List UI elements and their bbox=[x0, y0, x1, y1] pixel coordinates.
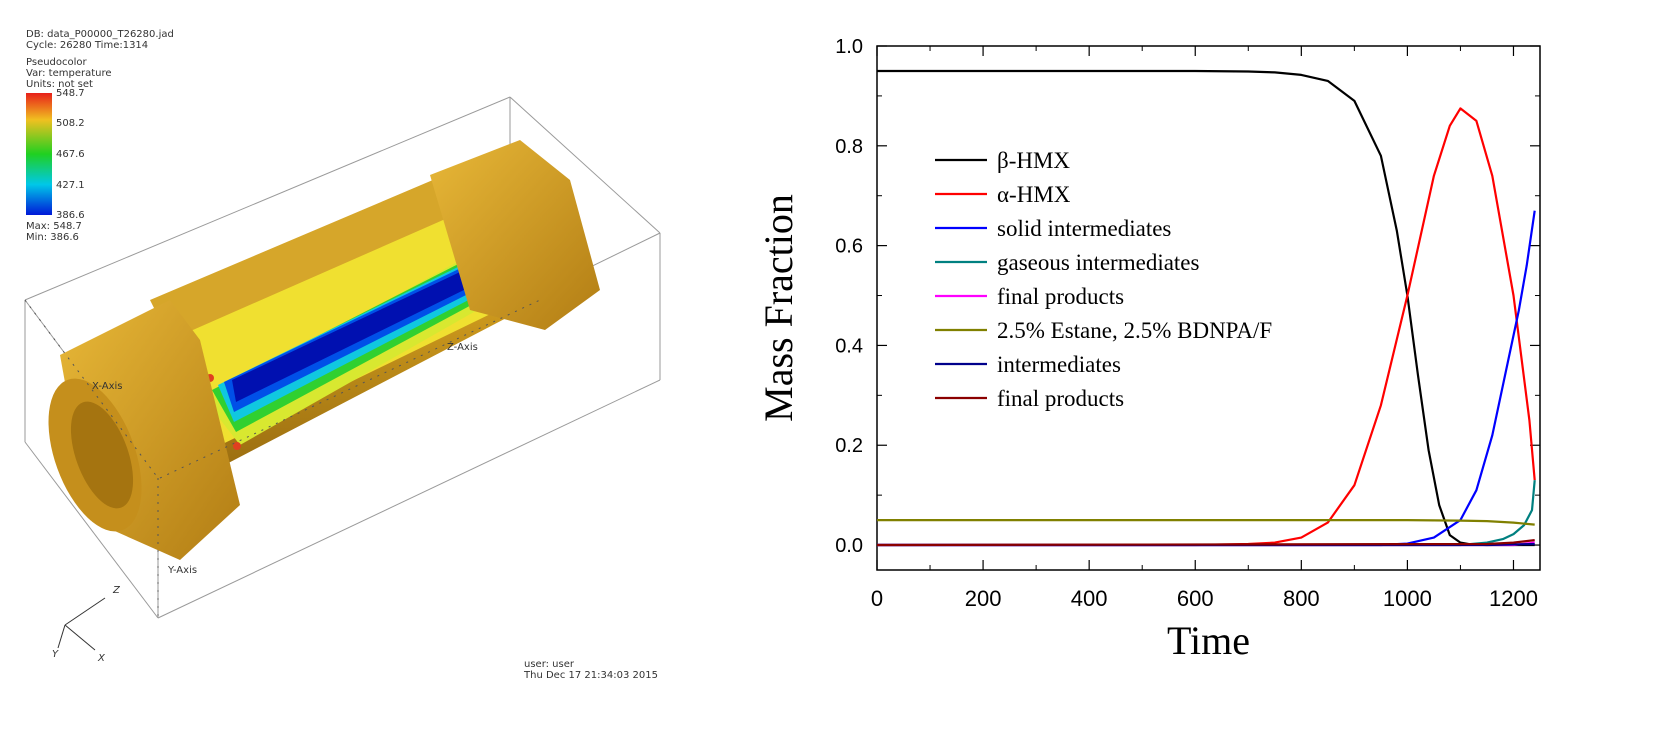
legend-tick-1: 508.2 bbox=[56, 118, 85, 129]
y-tick-label: 0.0 bbox=[835, 535, 863, 557]
visit-render-panel: DB: data_P00000_T26280.jad Cycle: 26280 … bbox=[0, 0, 720, 732]
z-axis-ticks bbox=[159, 299, 541, 479]
y-axis-label: Y-Axis bbox=[168, 565, 198, 576]
mass-fraction-chart-panel: 0 200 400 600 800 1000 1200 0.0 0.2 0.4 0.6 0.8 1.0 T… bbox=[740, 0, 1658, 732]
legend-label-4: final products bbox=[997, 284, 1124, 309]
variable-label: Var: temperature bbox=[26, 68, 112, 79]
legend-label-2: solid intermediates bbox=[997, 216, 1171, 241]
colorbar bbox=[26, 93, 52, 215]
x-axis-ticks bbox=[24, 299, 159, 479]
triad-y-label: Y bbox=[52, 649, 59, 660]
legend-tick-2: 467.6 bbox=[56, 149, 85, 160]
legend-label-5: 2.5% Estane, 2.5% BDNPA/F bbox=[997, 318, 1272, 343]
plot-frame bbox=[876, 45, 1541, 571]
y-tick-label: 0.8 bbox=[835, 136, 863, 158]
3d-render-view[interactable] bbox=[0, 0, 720, 732]
y-axis-title: Mass Fraction bbox=[756, 194, 801, 422]
legend-label-7: final products bbox=[997, 386, 1124, 411]
series-line-2 bbox=[877, 210, 1536, 547]
legend-tick-0: 548.7 bbox=[56, 88, 85, 99]
x-tick-label: 800 bbox=[1283, 586, 1320, 611]
user-label: user: user bbox=[524, 659, 574, 670]
series-line-0 bbox=[877, 69, 1535, 547]
plot-type-label: Pseudocolor bbox=[26, 57, 87, 68]
y-tick-label: 0.2 bbox=[835, 435, 863, 457]
legend-label-6: intermediates bbox=[997, 352, 1121, 377]
series-line-1 bbox=[877, 107, 1536, 547]
db-label: DB: data_P00000_T26280.jad bbox=[26, 29, 174, 40]
x-tick-label: 600 bbox=[1177, 586, 1214, 611]
cylinder-body bbox=[48, 140, 600, 560]
legend-tick-3: 427.1 bbox=[56, 180, 85, 191]
series-line-7 bbox=[876, 539, 1535, 547]
z-axis-label: Z-Axis bbox=[447, 342, 478, 353]
x-tick-label: 400 bbox=[1071, 586, 1108, 611]
x-tick-label: 1200 bbox=[1489, 586, 1538, 611]
y-tick-label: 0.4 bbox=[835, 335, 863, 357]
series-line-5 bbox=[877, 518, 1535, 526]
max-label: Max: 548.7 bbox=[26, 221, 82, 232]
x-tick-label: 1000 bbox=[1383, 586, 1432, 611]
min-label: Min: 386.6 bbox=[26, 232, 79, 243]
axis-triad bbox=[57, 597, 106, 651]
triad-z-label: Z bbox=[113, 585, 120, 596]
legend-label-3: gaseous intermediates bbox=[997, 250, 1200, 275]
y-tick-label: 0.6 bbox=[835, 236, 863, 258]
legend-label-0: β-HMX bbox=[997, 148, 1070, 173]
y-tick-label: 1.0 bbox=[835, 36, 863, 58]
mass-fraction-chart: 0 200 400 600 800 1000 1200 0.0 0.2 0.4 0.6 0.8 1.0 T… bbox=[756, 36, 1541, 663]
legend-tick-4: 386.6 bbox=[56, 210, 85, 221]
timestamp-label: Thu Dec 17 21:34:03 2015 bbox=[524, 670, 658, 681]
legend-label-1: α-HMX bbox=[997, 182, 1071, 207]
x-tick-label: 0 bbox=[871, 586, 883, 611]
x-axis-label: X-Axis bbox=[92, 381, 123, 392]
units-label: Units: not set bbox=[26, 79, 93, 90]
x-axis-title: Time bbox=[1167, 618, 1250, 663]
cycle-label: Cycle: 26280 Time:1314 bbox=[26, 40, 149, 51]
triad-x-label: X bbox=[98, 653, 105, 664]
x-tick-label: 200 bbox=[965, 586, 1002, 611]
